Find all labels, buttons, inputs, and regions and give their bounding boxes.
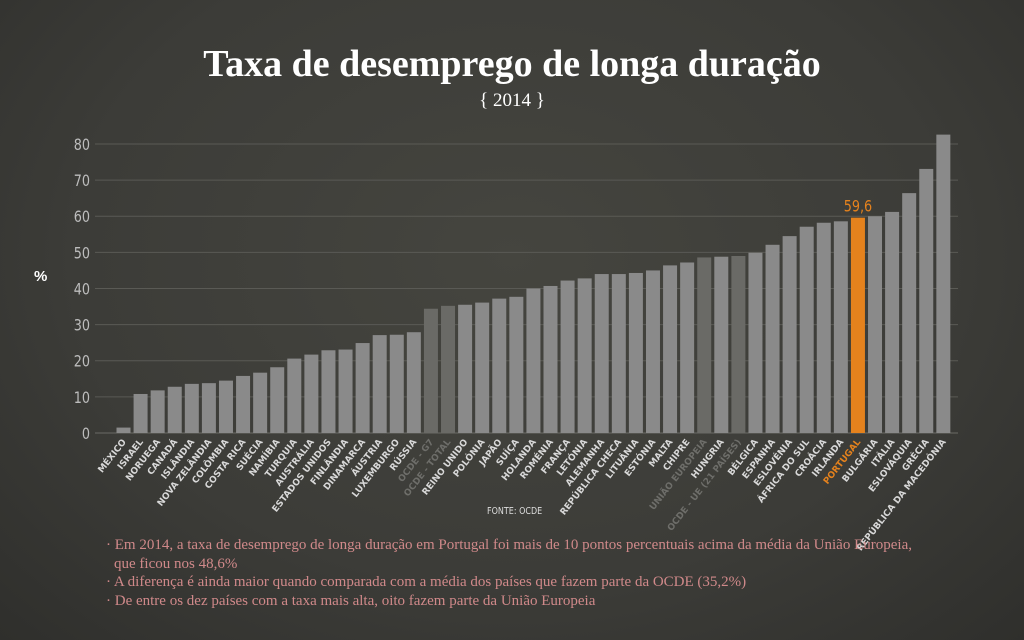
y-tick-label: 50	[74, 245, 90, 263]
bar-costa-rica	[236, 375, 251, 433]
bar-canad-	[167, 386, 182, 433]
bar-estados-unidos	[321, 350, 336, 433]
bar-austr-lia	[304, 354, 319, 433]
bar-su-cia	[253, 372, 268, 433]
bar-hungria	[714, 256, 729, 433]
bar-cro-cia	[816, 222, 831, 433]
bar-it-lia	[885, 211, 900, 433]
source-note: FONTE: OCDE	[487, 506, 543, 517]
bar-uni-o-europeia	[697, 257, 712, 433]
bar-ocde-g7	[423, 308, 438, 433]
bar-nam-bia	[270, 367, 285, 433]
bar-r-ssia	[406, 332, 421, 433]
bar-eslov-quia	[902, 193, 917, 433]
bar-eslov-nia	[782, 236, 797, 433]
bar-ocde-total	[441, 305, 456, 433]
bar-alemanha	[594, 274, 609, 433]
y-tick-label: 40	[74, 281, 90, 299]
y-tick-label: 80	[74, 137, 90, 155]
bar-luxemburgo	[389, 334, 404, 433]
notes: · Em 2014, a taxa de desemprego de longa…	[106, 536, 926, 610]
bar-est-nia	[645, 270, 660, 433]
bar-holanda	[526, 288, 541, 433]
y-tick-label: 30	[74, 317, 90, 335]
bar-israel	[133, 393, 148, 433]
bar--frica-do-sul	[799, 226, 814, 433]
bar-litu-nia	[628, 272, 643, 433]
y-tick-label: 60	[74, 209, 90, 227]
bar-espanha	[765, 244, 780, 433]
data-label: 59,6	[844, 198, 872, 216]
bar-irlanda	[833, 221, 848, 433]
bar-nova-zel-ndia	[201, 383, 216, 433]
bar-chipre	[680, 262, 695, 433]
note-1: · Em 2014, a taxa de desemprego de longa…	[106, 537, 912, 572]
bar-su-a	[509, 296, 524, 433]
bar-pol-nia	[475, 302, 490, 433]
y-axis-label: %	[34, 268, 48, 285]
chart-title: Taxa de desemprego de longa duração	[203, 43, 821, 85]
bar-m-xico	[116, 427, 131, 433]
bar-let-nia	[577, 278, 592, 433]
bar-reino-unido	[458, 304, 473, 433]
bar-ocde-ue-21-pa-ses-	[731, 255, 746, 433]
y-tick-label: 70	[74, 173, 90, 191]
bar-noruega	[150, 390, 165, 433]
chart-subtitle: { 2014 }	[479, 90, 545, 111]
bar-rom-nia	[543, 285, 558, 433]
bar-finl-ndia	[338, 349, 353, 433]
bar-portugal	[850, 217, 865, 433]
y-tick-label: 10	[74, 390, 90, 408]
note-2: · A diferença é ainda maior quando compa…	[106, 574, 747, 590]
bar-b-lgica	[748, 252, 763, 433]
bar-isl-ndia	[184, 383, 199, 433]
bar-turquia	[287, 358, 302, 433]
bar-bulg-ria	[868, 216, 883, 433]
bar-rep-blica-checa	[611, 274, 626, 433]
bar-fran-a	[560, 280, 575, 433]
bar-rep-blica-da-maced-nia	[936, 134, 951, 434]
bar--ustria	[372, 335, 387, 433]
note-3: · De entre os dez países com a taxa mais…	[106, 592, 596, 609]
bar-malta	[663, 265, 678, 433]
bar-gr-cia	[919, 168, 934, 433]
bar-dinamarca	[355, 343, 370, 433]
y-tick-label: 20	[74, 353, 90, 371]
bar-jap-o	[492, 298, 507, 433]
bar-col-mbia	[218, 380, 233, 433]
y-tick-label: 0	[82, 426, 90, 444]
